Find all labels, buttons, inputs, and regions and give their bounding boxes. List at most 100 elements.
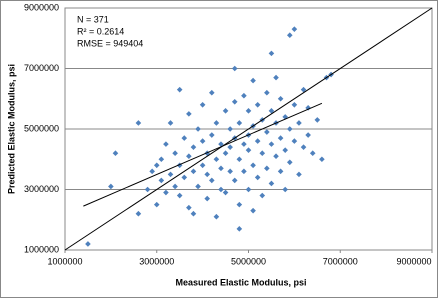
point [277, 95, 284, 102]
point [309, 150, 316, 156]
point [186, 111, 192, 117]
point [195, 126, 201, 132]
point [135, 120, 142, 126]
point [231, 98, 238, 105]
point [190, 144, 197, 150]
point [250, 207, 256, 214]
point [199, 138, 206, 144]
point [254, 138, 261, 144]
point [277, 168, 284, 175]
point [250, 77, 256, 84]
point [296, 120, 302, 126]
point [222, 150, 229, 156]
x-tick-label: 9000000 [396, 256, 431, 266]
point [250, 162, 256, 169]
y-tick-label: 7000000 [24, 63, 59, 73]
point [112, 150, 119, 156]
point [195, 183, 201, 190]
x-tick-label: 7000000 [323, 256, 358, 266]
point [273, 153, 279, 160]
point [241, 141, 247, 147]
point [190, 210, 197, 217]
point [314, 117, 321, 123]
y-tick-label: 9000000 [24, 2, 59, 12]
point [209, 177, 215, 184]
point [286, 126, 293, 132]
point [204, 195, 211, 202]
point [218, 186, 224, 193]
point [108, 183, 114, 190]
point [204, 171, 211, 178]
point [296, 171, 302, 178]
annotation: RMSE = 949404 [77, 38, 143, 48]
point [231, 65, 238, 72]
point [282, 147, 288, 153]
point [268, 141, 275, 147]
point [163, 189, 169, 196]
point [222, 108, 229, 114]
point [259, 150, 266, 156]
point [305, 132, 311, 138]
point [153, 162, 160, 169]
point [190, 168, 197, 175]
point [209, 89, 215, 96]
point [199, 162, 206, 169]
x-tick-label: 3000000 [139, 256, 174, 266]
point [218, 141, 224, 147]
point [268, 50, 275, 57]
point [236, 201, 243, 208]
point [282, 186, 288, 193]
point [264, 129, 270, 135]
x-tick-label: 1000000 [47, 256, 82, 266]
point [167, 120, 174, 126]
point [209, 132, 215, 138]
point [149, 168, 155, 175]
point [241, 92, 247, 99]
point [172, 183, 178, 190]
x-axis-title: Measured Elastic Modulus, psi [175, 277, 306, 287]
point [236, 120, 243, 126]
point [268, 108, 275, 114]
point [199, 102, 206, 108]
x-tick-label: 5000000 [231, 256, 266, 266]
point [236, 226, 243, 232]
point [259, 192, 266, 199]
y-tick-label: 1000000 [24, 244, 59, 254]
point [286, 32, 293, 39]
annotation: N = 371 [77, 14, 109, 24]
y-tick-label: 3000000 [24, 184, 59, 194]
point [186, 204, 192, 211]
point [167, 171, 174, 178]
point [245, 108, 252, 114]
point [218, 165, 224, 172]
y-axis-title: Predicted Elastic Modulus, psi [6, 64, 16, 194]
point [144, 186, 151, 193]
point [153, 201, 160, 208]
point [213, 120, 220, 126]
point [176, 192, 183, 199]
point [291, 138, 298, 144]
point [264, 89, 270, 96]
point [273, 74, 279, 81]
point [291, 26, 298, 32]
point [241, 168, 247, 175]
point [254, 102, 261, 108]
point [181, 174, 188, 181]
point [213, 156, 220, 163]
point [254, 174, 261, 181]
point [227, 126, 233, 132]
point [231, 177, 238, 184]
reference-line [83, 102, 323, 207]
point [186, 153, 192, 160]
point [277, 135, 284, 141]
point [291, 102, 298, 108]
point [227, 144, 233, 150]
annotation: R² = 0.2614 [77, 26, 124, 36]
point [268, 180, 275, 187]
reference-line [64, 7, 433, 251]
point [236, 156, 243, 163]
point [245, 186, 252, 193]
point [305, 105, 311, 111]
point [181, 135, 188, 141]
